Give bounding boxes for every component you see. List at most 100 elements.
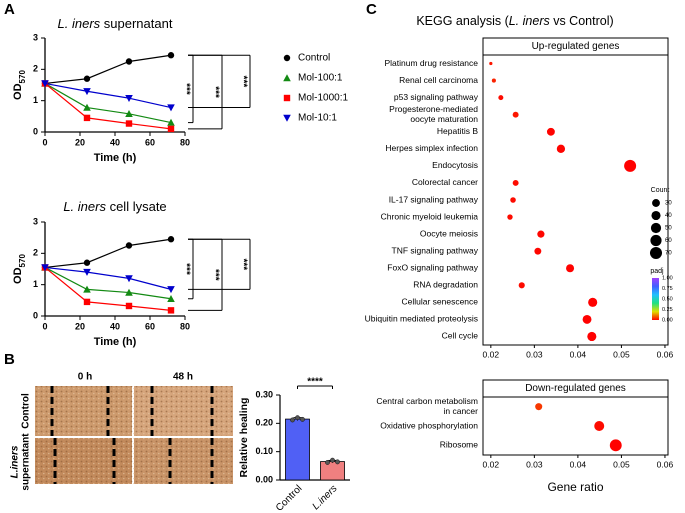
- legend-label: Control: [298, 53, 330, 64]
- marker: [125, 94, 133, 102]
- y-tick-label: Colorectal cancer: [412, 177, 478, 187]
- colorbar-label: 0.00: [662, 317, 673, 323]
- x-tick-label: 40: [110, 321, 120, 331]
- dot: [588, 297, 598, 307]
- marker: [283, 74, 291, 82]
- legend-label: 60: [665, 238, 672, 244]
- wound-edges: [50, 386, 214, 484]
- dot: [518, 282, 525, 289]
- y-tick-label: TNF signaling pathway: [392, 245, 479, 255]
- legend-label: 30: [665, 201, 672, 207]
- marker: [83, 268, 91, 276]
- x-tick-label: 0.02: [483, 349, 500, 359]
- y-axis-label: Relative healing: [238, 398, 250, 478]
- column-label: 0 h: [78, 372, 92, 383]
- y-tick-label: 0.10: [255, 446, 273, 456]
- texture: [35, 386, 233, 484]
- x-tick-label: Control: [274, 483, 305, 513]
- marker: [125, 302, 133, 310]
- significance: ***: [209, 269, 220, 281]
- y-axis-label: OD570: [12, 254, 27, 284]
- dot: [556, 144, 566, 153]
- marker: [41, 80, 49, 88]
- x-tick-label: 0.04: [570, 349, 587, 359]
- legend-label: 70: [665, 251, 672, 257]
- dot: [609, 439, 622, 452]
- marker: [167, 286, 175, 294]
- legend-label: Mol-100:1: [298, 73, 343, 84]
- y-tick-label: 2: [33, 248, 38, 258]
- x-tick-label: 20: [75, 137, 85, 147]
- x-tick-label: 80: [180, 321, 190, 331]
- x-tick-label: 20: [75, 321, 85, 331]
- marker: [283, 94, 291, 102]
- x-tick-label: L.iners: [310, 483, 339, 512]
- y-tick-label: p53 signaling pathway: [394, 92, 479, 102]
- dot: [594, 421, 605, 431]
- y-tick-label: in cancer: [444, 406, 479, 416]
- y-tick-label: Cell cycle: [442, 331, 479, 341]
- dot: [510, 197, 516, 203]
- significance: ***: [237, 258, 248, 270]
- x-tick-label: 0.03: [526, 349, 543, 359]
- marker: [283, 114, 291, 122]
- chart-title: L. iners supernatant: [58, 16, 173, 31]
- marker: [167, 52, 175, 59]
- series-line: [44, 82, 172, 130]
- significance: ***: [209, 86, 220, 98]
- x-tick-label: 60: [145, 321, 155, 331]
- significance: ****: [307, 377, 323, 388]
- series-line: [44, 54, 172, 85]
- dot: [624, 159, 637, 172]
- marker: [83, 259, 91, 266]
- data-point: [295, 415, 300, 421]
- marker: [41, 264, 49, 272]
- text-part: L. iners: [63, 199, 106, 214]
- data-point: [300, 416, 305, 422]
- y-axis-label: OD570: [12, 70, 27, 100]
- text-part: L. iners: [509, 14, 550, 28]
- y-tick-label: Endocytosis: [432, 160, 478, 170]
- series-line: [44, 266, 172, 290]
- y-tick-label: Herpes simplex infection: [385, 143, 478, 153]
- data-point: [330, 457, 335, 463]
- x-tick-label: 0.05: [613, 349, 630, 359]
- data-point: [325, 460, 330, 465]
- marker: [283, 54, 291, 62]
- y-tick-label: Central carbon metabolism: [376, 396, 478, 406]
- panel-label: B: [4, 351, 15, 368]
- significance: ***: [180, 263, 191, 275]
- y-tick-label: FoxO signaling pathway: [387, 262, 478, 272]
- marker: [125, 58, 133, 65]
- plot-box: [482, 37, 669, 346]
- marker: [83, 298, 91, 306]
- legend-label: 40: [665, 213, 672, 219]
- dot: [566, 264, 575, 273]
- x-tick-label: 0.02: [483, 459, 500, 469]
- y-tick-label: 1: [33, 95, 38, 105]
- marker: [167, 236, 175, 243]
- marker: [125, 110, 133, 118]
- series-line: [44, 266, 172, 311]
- x-tick-label: 40: [110, 137, 120, 147]
- legend-dot: [650, 222, 662, 234]
- dot: [534, 247, 542, 255]
- colorbar-label: 0.50: [662, 296, 673, 302]
- y-tick-label: Cellular senescence: [401, 297, 478, 307]
- y-tick-label: 0.30: [255, 389, 273, 399]
- column-label: 48 h: [173, 372, 193, 383]
- marker: [83, 75, 91, 82]
- dot: [582, 314, 592, 324]
- dot: [491, 78, 496, 83]
- x-tick-label: 0.04: [570, 459, 587, 469]
- colorbar-label: 0.25: [662, 307, 673, 313]
- dot: [587, 331, 597, 342]
- x-axis-label: Gene ratio: [547, 480, 603, 494]
- chart-title: L. iners cell lysate: [63, 199, 166, 214]
- marker: [167, 118, 175, 126]
- y-tick-label: 3: [33, 216, 38, 226]
- y-tick-label: 1: [33, 279, 38, 289]
- y-tick-label: Oocyte meiosis: [420, 228, 478, 238]
- data-point: [335, 459, 340, 465]
